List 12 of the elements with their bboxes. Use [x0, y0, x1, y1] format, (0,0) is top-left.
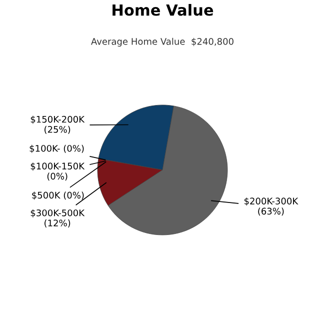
text: (0%) — [47, 172, 68, 181]
data-label: (12%) — [44, 219, 70, 228]
legend-label: $100K-150K — [30, 162, 85, 171]
slice-label: $150K-200K — [30, 116, 85, 124]
slice-label: $200K-300K — [244, 197, 298, 206]
category-label: $500K (0%) — [32, 192, 84, 200]
slice-label: $300K-500K — [30, 209, 85, 218]
chart-subtitle: Average Home Value $240,800 — [91, 38, 234, 47]
data-label: (25%) — [44, 126, 70, 134]
chart-title: Home Value — [112, 4, 214, 16]
category-label: $100K- (0%) — [30, 144, 84, 153]
data-label: (63%) — [258, 208, 284, 216]
